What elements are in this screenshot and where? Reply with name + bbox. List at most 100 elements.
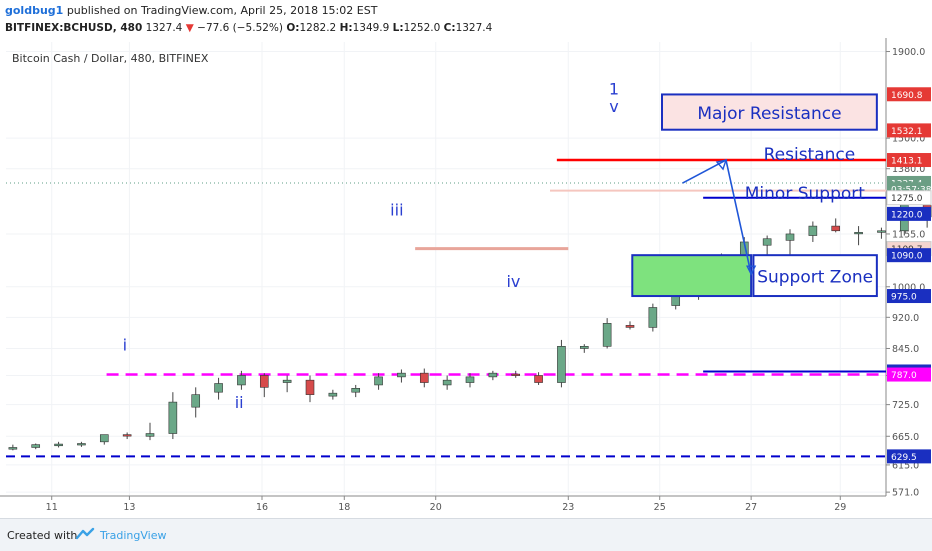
x-tick-label: 18 xyxy=(338,502,350,513)
wave-label: 1 xyxy=(609,79,619,98)
low-value: 1252.0 xyxy=(403,22,441,34)
candle-body xyxy=(374,376,383,386)
candle-body xyxy=(602,323,612,347)
y-tick-label: 1155.0 xyxy=(892,229,925,240)
projection-arrows xyxy=(682,158,757,276)
open-label: O: xyxy=(286,22,300,34)
price-scale-label-box xyxy=(887,248,931,263)
candle-body xyxy=(328,392,338,397)
price-scale-label-box xyxy=(886,190,932,206)
price-scale-label-box xyxy=(887,87,931,102)
open-value: 1282.2 xyxy=(299,22,337,34)
y-tick-label: 1900.0 xyxy=(892,47,925,58)
candle-body xyxy=(762,238,772,246)
high-value: 1349.9 xyxy=(352,22,390,34)
price-scale-label: 975.0 xyxy=(891,293,917,303)
ohlc-line: BITFINEX:BCHUSD, 480 1327.4 ▼ −77.6 (−5.… xyxy=(5,22,492,34)
close-label: C: xyxy=(443,22,456,34)
price-scale-label: 629.5 xyxy=(891,453,917,463)
y-tick-label: 1380.0 xyxy=(892,164,925,175)
price-scale-label-box xyxy=(887,153,931,168)
arrow-head-down xyxy=(746,265,757,276)
x-tick-label: 25 xyxy=(654,502,666,513)
wave-label: v xyxy=(609,97,618,116)
published-text: published on TradingView.com, April 25, … xyxy=(66,4,378,17)
price-scale-label-box xyxy=(887,449,931,464)
y-tick-label: 920.0 xyxy=(892,313,919,324)
x-tick-label: 27 xyxy=(745,502,757,513)
candle-body xyxy=(465,376,475,383)
tradingview-logo-icon xyxy=(76,527,95,540)
y-tick-label: 1000.0 xyxy=(892,282,925,293)
chart-header: goldbug1 published on TradingView.com, A… xyxy=(0,0,932,38)
zone-label: Major Resistance xyxy=(697,104,841,124)
candle-body xyxy=(808,225,818,236)
price-scale-label: 1220.0 xyxy=(891,210,923,220)
candle-body xyxy=(831,225,841,232)
x-tick-label: 16 xyxy=(256,502,268,513)
x-tick-label: 20 xyxy=(430,502,442,513)
tradingview-brand[interactable]: TradingView xyxy=(100,529,167,542)
y-tick-label: 615.0 xyxy=(892,460,919,471)
price-scale-label: 1532.1 xyxy=(891,127,923,137)
price-scale-label: 1413.1 xyxy=(891,157,923,167)
candle-body xyxy=(122,434,132,437)
arrow-head-up xyxy=(715,159,728,171)
x-tick-label: 23 xyxy=(562,502,574,513)
x-tick-label: 13 xyxy=(123,502,135,513)
candle-body xyxy=(99,434,109,443)
zone-label: Support Zone xyxy=(757,268,873,288)
candle-body xyxy=(77,443,86,446)
candle-body xyxy=(168,401,178,434)
price-chart[interactable]: 1900.0 1500.0 1380.0 1155.0 1000.0 920.0 845.0… xyxy=(0,38,932,518)
candle-body xyxy=(351,388,361,393)
y-tick-label: 845.0 xyxy=(892,344,919,355)
created-with-text: Created with xyxy=(7,529,78,542)
zone-label: Minor Support xyxy=(745,184,865,204)
wave-label: iii xyxy=(390,200,403,219)
price-scale-label: 1090.0 xyxy=(891,252,923,262)
wave-label: iv xyxy=(506,272,520,291)
axes: 1900.0 1500.0 1380.0 1155.0 1000.0 920.0 845.0… xyxy=(0,38,925,513)
footer: Created with TradingView xyxy=(0,518,932,551)
y-tick-label: 1500.0 xyxy=(892,134,925,145)
candle-body xyxy=(854,232,863,235)
candle-body xyxy=(8,447,18,450)
candle-body xyxy=(534,375,543,383)
candle-body xyxy=(579,346,589,349)
author-name[interactable]: goldbug1 xyxy=(5,4,64,17)
wave-label: i xyxy=(123,336,127,355)
zone-label: Resistance xyxy=(764,145,856,165)
price-scale-label: 787.0 xyxy=(891,371,917,381)
x-tick-label: 11 xyxy=(46,502,58,513)
price-scale-label-box xyxy=(887,123,931,138)
candle-body xyxy=(214,383,223,393)
publish-info: goldbug1 published on TradingView.com, A… xyxy=(5,4,377,17)
candle-body xyxy=(145,433,155,437)
candle-body xyxy=(557,346,566,383)
price-change: −77.6 (−5.52%) xyxy=(197,22,284,34)
last-price: 1327.4 xyxy=(145,22,183,34)
candle-body xyxy=(191,394,201,408)
x-tick-label: 29 xyxy=(834,502,846,513)
high-label: H: xyxy=(339,22,353,34)
price-scale-labels: 1690.81532.11413.11327.403:57:381275.012… xyxy=(886,87,932,464)
price-scale-label: 1690.8 xyxy=(891,91,923,101)
y-tick-label: 725.0 xyxy=(892,400,919,411)
close-value: 1327.4 xyxy=(455,22,493,34)
candle-body xyxy=(305,379,315,395)
wave-label: ii xyxy=(235,393,244,412)
price-scale-label-box xyxy=(887,367,931,382)
candle-body xyxy=(442,379,452,386)
candle-body xyxy=(31,444,41,448)
candle-body xyxy=(648,307,658,328)
zone-box xyxy=(752,254,878,298)
candle-body xyxy=(282,379,292,383)
zone-box xyxy=(661,93,878,131)
candle-body xyxy=(419,372,429,383)
price-scale-label: 1275.0 xyxy=(891,194,923,204)
candle-body xyxy=(785,233,795,241)
candle-body xyxy=(511,373,521,376)
down-arrow-icon: ▼ xyxy=(185,22,194,34)
